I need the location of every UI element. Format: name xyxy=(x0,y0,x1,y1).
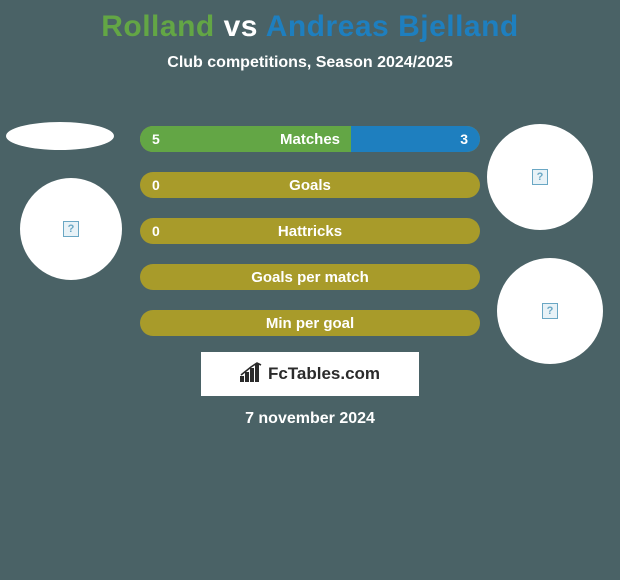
stat-value-left: 0 xyxy=(152,177,160,193)
date-label: 7 november 2024 xyxy=(0,410,620,428)
stat-row: 5 Matches 3 xyxy=(140,126,480,152)
player1-avatar-circle: ? xyxy=(20,178,122,280)
stat-row: 0 Goals xyxy=(140,172,480,198)
placeholder-icon: ? xyxy=(63,221,79,237)
title-player2: Andreas Bjelland xyxy=(266,10,519,43)
decorative-ellipse xyxy=(6,122,114,150)
subtitle: Club competitions, Season 2024/2025 xyxy=(0,54,620,72)
brand-box: FcTables.com xyxy=(201,352,419,396)
stat-label: Goals per match xyxy=(251,269,369,286)
stat-label: Min per goal xyxy=(266,315,354,332)
stat-row: Min per goal xyxy=(140,310,480,336)
stat-row: 0 Hattricks xyxy=(140,218,480,244)
page-title: Rolland vs Andreas Bjelland xyxy=(0,0,620,44)
title-player1: Rolland xyxy=(101,10,215,43)
player2-avatar-circle-top: ? xyxy=(487,124,593,230)
player2-avatar-circle-bottom: ? xyxy=(497,258,603,364)
stat-label: Matches xyxy=(280,131,340,148)
stat-row: Goals per match xyxy=(140,264,480,290)
bars-icon xyxy=(240,362,264,387)
stat-label: Hattricks xyxy=(278,223,342,240)
stat-value-left: 0 xyxy=(152,223,160,239)
title-vs: vs xyxy=(224,10,258,43)
stat-value-right: 3 xyxy=(460,131,468,147)
brand-text: FcTables.com xyxy=(268,364,380,384)
stat-value-left: 5 xyxy=(152,131,160,147)
placeholder-icon: ? xyxy=(542,303,558,319)
stat-label: Goals xyxy=(289,177,331,194)
placeholder-icon: ? xyxy=(532,169,548,185)
stats-container: 5 Matches 3 0 Goals 0 Hattricks Goals per match… xyxy=(140,126,480,356)
